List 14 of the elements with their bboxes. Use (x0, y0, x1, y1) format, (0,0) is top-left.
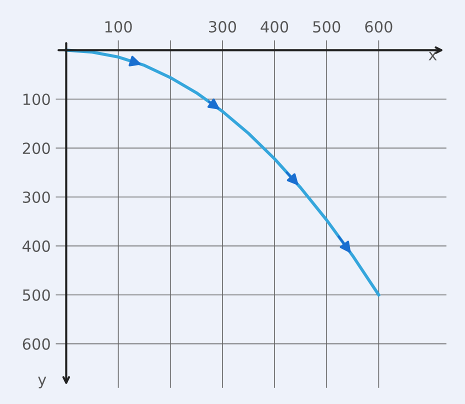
line-series (64, 48, 380, 296)
y-tick-label: 200 (22, 142, 50, 154)
y-axis-title: y (38, 376, 46, 388)
x-tick-label: 400 (260, 21, 288, 33)
x-tick-label: 500 (313, 21, 340, 33)
y-tick-label: 300 (22, 191, 50, 204)
y-tick-label: 500 (22, 289, 50, 301)
x-tick-label: 300 (209, 21, 236, 33)
y-tick-label: 600 (22, 338, 50, 350)
x-axis-title: x (428, 52, 437, 60)
x-tick-label: 100 (105, 21, 132, 33)
x-tick-label: 600 (365, 21, 392, 33)
y-tick-label: 400 (22, 240, 50, 252)
y-tick-label: 100 (23, 94, 50, 106)
